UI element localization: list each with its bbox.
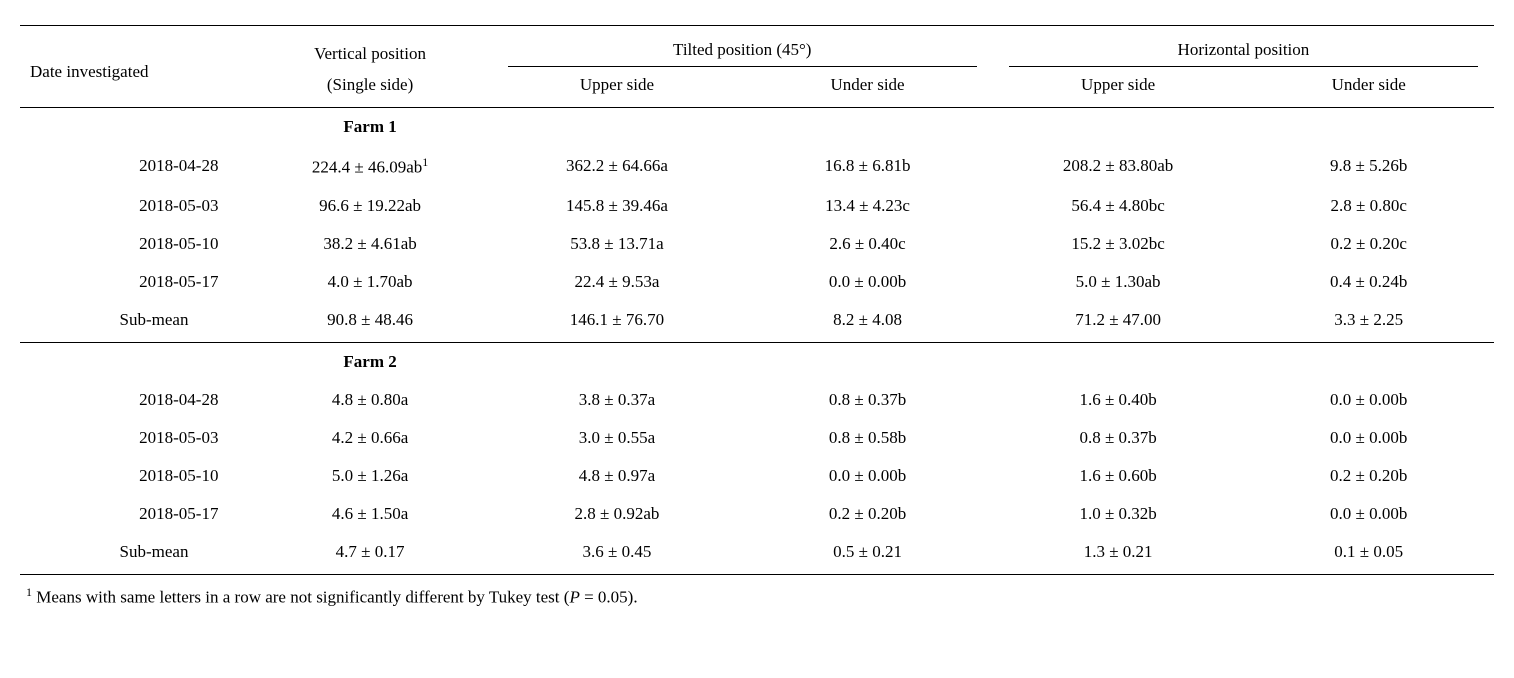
cell-value: 4.2 ± 0.66a bbox=[248, 419, 491, 457]
cell-value: 0.0 ± 0.00b bbox=[1243, 495, 1494, 533]
cell-value: 0.8 ± 0.58b bbox=[742, 419, 993, 457]
hdr-tilted: Tilted position (45°) bbox=[496, 40, 989, 66]
cell-date: 2018-04-28 bbox=[20, 381, 248, 419]
table-row: 2018-05-03 4.2 ± 0.66a 3.0 ± 0.55a 0.8 ±… bbox=[20, 419, 1494, 457]
cell-value: 3.8 ± 0.37a bbox=[492, 381, 743, 419]
cell-value: 96.6 ± 19.22ab bbox=[248, 187, 491, 225]
cell-value: 15.2 ± 3.02bc bbox=[993, 225, 1244, 263]
hdr-tilted-group: Tilted position (45°) bbox=[492, 26, 993, 72]
hdr-vertical-l2: (Single side) bbox=[248, 71, 491, 108]
cell-value: 3.0 ± 0.55a bbox=[492, 419, 743, 457]
table-row: 2018-05-10 5.0 ± 1.26a 4.8 ± 0.97a 0.0 ±… bbox=[20, 457, 1494, 495]
cell-value: 1.6 ± 0.40b bbox=[993, 381, 1244, 419]
cell-date: 2018-05-17 bbox=[20, 263, 248, 301]
cell-value: 13.4 ± 4.23c bbox=[742, 187, 993, 225]
hdr-tilted-upper: Upper side bbox=[492, 71, 743, 108]
cell-value: 2.8 ± 0.92ab bbox=[492, 495, 743, 533]
table-row: 2018-05-03 96.6 ± 19.22ab 145.8 ± 39.46a… bbox=[20, 187, 1494, 225]
cell-value: 0.4 ± 0.24b bbox=[1243, 263, 1494, 301]
hdr-horizontal: Horizontal position bbox=[997, 40, 1490, 66]
farm2-label: Farm 2 bbox=[248, 342, 491, 381]
table-row: 2018-05-17 4.6 ± 1.50a 2.8 ± 0.92ab 0.2 … bbox=[20, 495, 1494, 533]
hdr-tilted-under: Under side bbox=[742, 71, 993, 108]
hdr-horiz-under: Under side bbox=[1243, 71, 1494, 108]
table-row: 2018-05-17 4.0 ± 1.70ab 22.4 ± 9.53a 0.0… bbox=[20, 263, 1494, 301]
cell-value: 90.8 ± 48.46 bbox=[248, 301, 491, 343]
data-table: Date investigated Vertical position Tilt… bbox=[20, 25, 1494, 575]
submean-row: Sub-mean 90.8 ± 48.46 146.1 ± 76.70 8.2 … bbox=[20, 301, 1494, 343]
cell-value: 0.2 ± 0.20b bbox=[742, 495, 993, 533]
hdr-horiz-upper: Upper side bbox=[993, 71, 1244, 108]
footnote-p: P bbox=[569, 587, 579, 606]
cell-value: 2.8 ± 0.80c bbox=[1243, 187, 1494, 225]
farm2-label-row: Farm 2 bbox=[20, 342, 1494, 381]
cell-value: 56.4 ± 4.80bc bbox=[993, 187, 1244, 225]
superscript: 1 bbox=[422, 155, 428, 169]
cell-value: 0.0 ± 0.00b bbox=[1243, 419, 1494, 457]
cell-date: 2018-05-10 bbox=[20, 225, 248, 263]
cell-value: 3.3 ± 2.25 bbox=[1243, 301, 1494, 343]
cell-value: 0.8 ± 0.37b bbox=[993, 419, 1244, 457]
cell-value: 208.2 ± 83.80ab bbox=[993, 146, 1244, 187]
cell-value: 2.6 ± 0.40c bbox=[742, 225, 993, 263]
table-row: 2018-04-28 4.8 ± 0.80a 3.8 ± 0.37a 0.8 ±… bbox=[20, 381, 1494, 419]
footnote-text-a: Means with same letters in a row are not… bbox=[32, 587, 569, 606]
cell-value: 0.0 ± 0.00b bbox=[742, 457, 993, 495]
cell-value: 0.0 ± 0.00b bbox=[742, 263, 993, 301]
cell-value: 1.0 ± 0.32b bbox=[993, 495, 1244, 533]
footnote-text-b: = 0.05). bbox=[580, 587, 638, 606]
cell-date: 2018-04-28 bbox=[20, 146, 248, 187]
cell-value: 16.8 ± 6.81b bbox=[742, 146, 993, 187]
farm1-label-row: Farm 1 bbox=[20, 108, 1494, 147]
hdr-date: Date investigated bbox=[20, 26, 248, 108]
cell-value: 1.6 ± 0.60b bbox=[993, 457, 1244, 495]
submean-label: Sub-mean bbox=[20, 301, 248, 343]
hdr-horizontal-group: Horizontal position bbox=[993, 26, 1494, 72]
cell-value: 5.0 ± 1.30ab bbox=[993, 263, 1244, 301]
cell-value: 362.2 ± 64.66a bbox=[492, 146, 743, 187]
cell-value: 53.8 ± 13.71a bbox=[492, 225, 743, 263]
cell-value: 5.0 ± 1.26a bbox=[248, 457, 491, 495]
cell-value: 0.8 ± 0.37b bbox=[742, 381, 993, 419]
cell-value: 22.4 ± 9.53a bbox=[492, 263, 743, 301]
cell-value: 4.6 ± 1.50a bbox=[248, 495, 491, 533]
submean-label: Sub-mean bbox=[20, 533, 248, 575]
cell-value: 4.8 ± 0.97a bbox=[492, 457, 743, 495]
cell-value: 4.8 ± 0.80a bbox=[248, 381, 491, 419]
cell-value: 3.6 ± 0.45 bbox=[492, 533, 743, 575]
cell-value: 9.8 ± 5.26b bbox=[1243, 146, 1494, 187]
cell-value: 71.2 ± 47.00 bbox=[993, 301, 1244, 343]
table-row: 2018-04-28 224.4 ± 46.09ab1 362.2 ± 64.6… bbox=[20, 146, 1494, 187]
cell-value: 0.5 ± 0.21 bbox=[742, 533, 993, 575]
farm1-label: Farm 1 bbox=[248, 108, 491, 147]
cell-value: 4.7 ± 0.17 bbox=[248, 533, 491, 575]
cell-value: 145.8 ± 39.46a bbox=[492, 187, 743, 225]
cell-value: 0.2 ± 0.20c bbox=[1243, 225, 1494, 263]
cell-value: 38.2 ± 4.61ab bbox=[248, 225, 491, 263]
cell-value: 0.0 ± 0.00b bbox=[1243, 381, 1494, 419]
footnote: 1 Means with same letters in a row are n… bbox=[20, 575, 1494, 608]
cell-date: 2018-05-10 bbox=[20, 457, 248, 495]
cell-date: 2018-05-03 bbox=[20, 419, 248, 457]
cell-value: 8.2 ± 4.08 bbox=[742, 301, 993, 343]
value-text: 224.4 ± 46.09ab bbox=[312, 158, 422, 177]
cell-value: 1.3 ± 0.21 bbox=[993, 533, 1244, 575]
cell-value: 0.1 ± 0.05 bbox=[1243, 533, 1494, 575]
hdr-vertical-l1: Vertical position bbox=[248, 26, 491, 72]
header-row-1: Date investigated Vertical position Tilt… bbox=[20, 26, 1494, 72]
table-row: 2018-05-10 38.2 ± 4.61ab 53.8 ± 13.71a 2… bbox=[20, 225, 1494, 263]
cell-value: 224.4 ± 46.09ab1 bbox=[248, 146, 491, 187]
cell-date: 2018-05-17 bbox=[20, 495, 248, 533]
cell-value: 146.1 ± 76.70 bbox=[492, 301, 743, 343]
submean-row: Sub-mean 4.7 ± 0.17 3.6 ± 0.45 0.5 ± 0.2… bbox=[20, 533, 1494, 575]
cell-value: 4.0 ± 1.70ab bbox=[248, 263, 491, 301]
cell-date: 2018-05-03 bbox=[20, 187, 248, 225]
cell-value: 0.2 ± 0.20b bbox=[1243, 457, 1494, 495]
